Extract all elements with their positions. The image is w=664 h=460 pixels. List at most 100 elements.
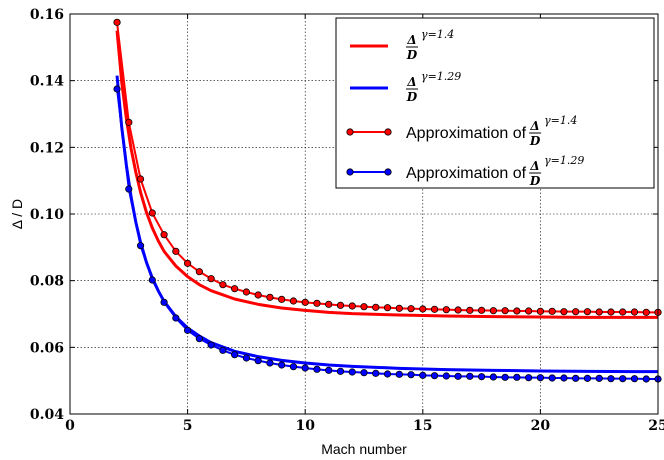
data-point — [466, 372, 474, 380]
data-point — [184, 259, 192, 267]
data-point — [407, 305, 415, 313]
data-point — [454, 306, 462, 314]
legend-marker — [384, 168, 392, 176]
data-point — [360, 369, 368, 377]
ticks: 0 5 10 15 20 25 0.04 0.06 0.08 0.10 0.12 0.14 0.16 — [30, 7, 664, 434]
data-point — [195, 335, 203, 343]
data-point — [289, 363, 298, 371]
data-point — [125, 185, 133, 193]
x-tick-label: 25 — [648, 418, 664, 434]
data-point — [254, 291, 262, 299]
data-point — [301, 364, 309, 372]
data-point — [313, 299, 321, 307]
data-point — [148, 209, 156, 217]
data-point — [383, 370, 392, 378]
data-point — [160, 298, 168, 306]
data-point — [395, 304, 403, 312]
data-point — [430, 305, 439, 313]
data-point — [619, 308, 627, 316]
data-point — [148, 276, 156, 284]
data-point — [595, 374, 603, 382]
data-point — [442, 372, 450, 380]
legend-superscript: γ=1.4 — [421, 28, 454, 41]
x-tick-label: 15 — [413, 418, 432, 434]
data-point — [536, 307, 545, 315]
legend-frac-numerator: Δ — [406, 33, 416, 47]
data-point — [572, 308, 580, 316]
data-point — [242, 288, 250, 296]
data-point — [231, 285, 239, 293]
data-point — [630, 375, 639, 383]
data-point — [407, 371, 415, 379]
x-tick-label: 5 — [183, 418, 193, 434]
data-point — [136, 175, 145, 183]
data-point — [113, 18, 121, 26]
data-point — [266, 359, 274, 367]
data-point — [560, 374, 568, 382]
data-point — [477, 306, 486, 314]
data-point — [489, 373, 497, 381]
legend-superscript: γ=1.29 — [544, 154, 584, 167]
data-point — [513, 373, 521, 381]
data-point — [525, 307, 533, 315]
data-point — [136, 242, 145, 250]
legend-marker — [384, 128, 392, 136]
data-point — [383, 304, 392, 312]
data-point — [642, 308, 650, 316]
data-point — [595, 308, 603, 316]
data-point — [348, 368, 356, 376]
data-point — [172, 314, 180, 322]
data-point — [619, 375, 627, 383]
data-point — [583, 308, 592, 316]
data-point — [184, 326, 192, 334]
data-point — [454, 372, 462, 380]
data-point — [348, 302, 356, 310]
x-axis-label: Mach number — [321, 441, 407, 457]
y-tick-label: 0.16 — [30, 7, 64, 23]
data-point — [536, 374, 545, 382]
data-point — [360, 303, 368, 311]
data-point — [372, 369, 380, 377]
x-tick-label: 0 — [65, 418, 75, 434]
data-point — [583, 374, 592, 382]
data-point — [466, 306, 474, 314]
legend-box — [335, 17, 655, 189]
data-point — [125, 118, 133, 126]
data-point — [477, 373, 486, 381]
data-point — [325, 300, 333, 308]
data-point — [642, 375, 650, 383]
x-tick-label: 20 — [531, 418, 551, 434]
y-tick-label: 0.14 — [30, 74, 64, 90]
data-point — [419, 305, 427, 313]
data-point — [501, 307, 509, 315]
legend-frac-denominator: D — [406, 48, 418, 62]
data-point — [607, 375, 615, 383]
data-point — [419, 371, 427, 379]
x-tick-label: 10 — [295, 418, 315, 434]
data-point — [607, 308, 615, 316]
series-layer — [113, 18, 662, 383]
data-point — [207, 341, 215, 349]
data-point — [313, 365, 321, 373]
data-point — [160, 231, 168, 239]
legend-frac-denominator: D — [529, 134, 541, 148]
data-point — [513, 307, 521, 315]
legend-frac-numerator: Δ — [529, 119, 539, 133]
data-point — [489, 307, 497, 315]
data-point — [630, 308, 639, 316]
data-point — [278, 295, 286, 303]
legend-superscript: γ=1.4 — [544, 114, 577, 127]
y-tick-label: 0.10 — [30, 207, 64, 223]
data-point — [560, 308, 568, 316]
data-point — [525, 374, 533, 382]
data-point — [430, 372, 439, 380]
data-point — [289, 297, 298, 305]
data-point — [336, 367, 345, 375]
data-point — [172, 247, 180, 255]
data-point — [301, 298, 309, 306]
legend-marker — [346, 168, 354, 176]
data-point — [501, 373, 509, 381]
legend-frac-denominator: D — [406, 90, 418, 104]
